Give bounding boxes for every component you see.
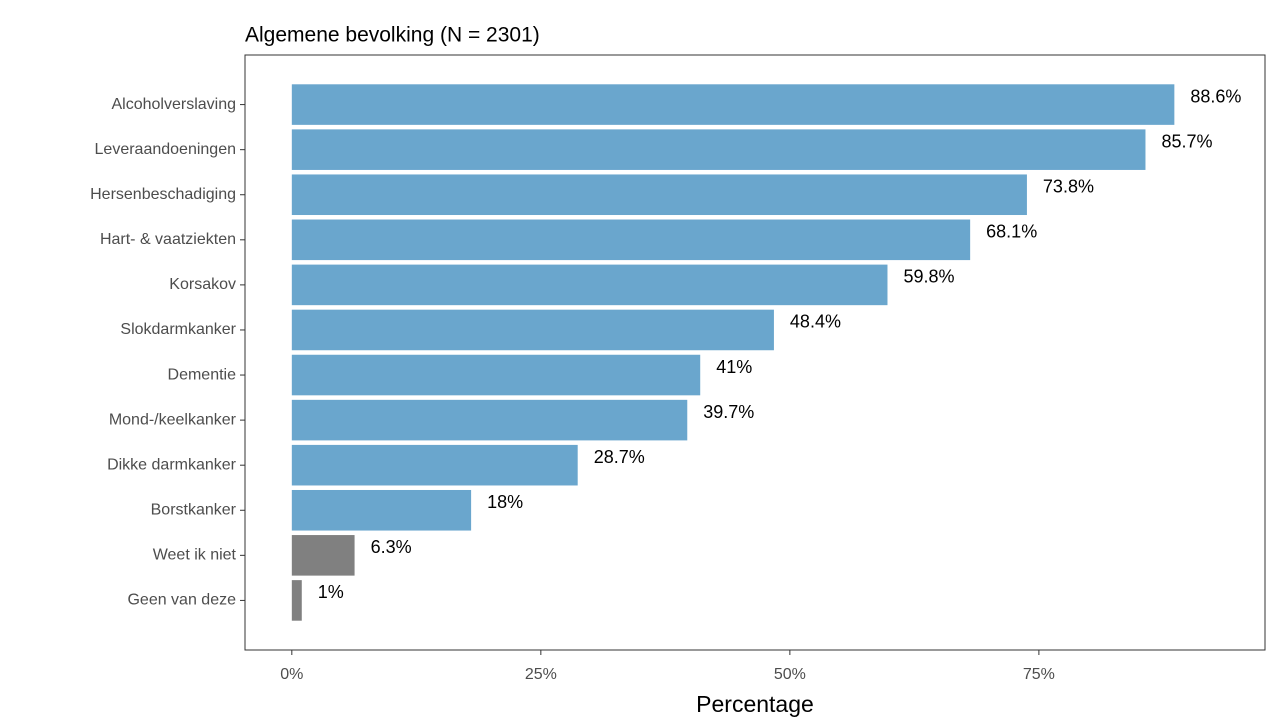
value-label: 68.1% [986,222,1037,242]
bar [291,489,472,531]
value-label: 6.3% [371,537,412,557]
y-tick-label: Hersenbeschadiging [90,186,236,203]
x-tick-label: 75% [1023,666,1055,683]
bar [291,580,302,621]
y-tick-label: Geen van deze [127,592,236,609]
y-tick-label: Slokdarmkanker [120,321,236,338]
x-axis-label: Percentage [696,691,814,717]
bar [291,399,688,441]
value-label: 41% [716,357,752,377]
x-tick-label: 25% [525,666,557,683]
value-label: 39.7% [703,402,754,422]
y-tick-label: Leveraandoeningen [95,141,236,158]
bar [291,535,355,576]
panel-border [244,54,1266,651]
chart-title: Algemene bevolking (N = 2301) [245,24,540,47]
value-label: 1% [318,582,344,602]
bar [291,219,971,261]
y-tick-label: Korsakov [169,276,236,293]
y-tick-label: Dementie [168,366,237,383]
value-label: 88.6% [1190,86,1241,106]
y-tick-label: Borstkanker [151,501,237,518]
x-tick-label: 50% [774,666,806,683]
y-tick-label: Alcoholverslaving [111,96,236,113]
bar [291,174,1027,216]
bar [291,309,774,351]
value-label: 59.8% [903,267,954,287]
y-tick-label: Dikke darmkanker [107,456,237,473]
x-tick-label: 0% [280,666,303,683]
y-tick-label: Weet ik niet [153,547,237,564]
bar [291,129,1146,170]
value-label: 18% [487,492,523,512]
bar [291,444,578,486]
value-label: 73.8% [1043,176,1094,196]
bar [291,264,888,306]
value-label: 48.4% [790,312,841,332]
y-tick-label: Mond-/keelkanker [109,411,237,428]
bar [291,354,701,396]
y-tick-label: Hart- & vaatziekten [100,231,236,248]
bar [291,84,1175,125]
value-label: 85.7% [1161,131,1212,151]
value-label: 28.7% [594,447,645,467]
